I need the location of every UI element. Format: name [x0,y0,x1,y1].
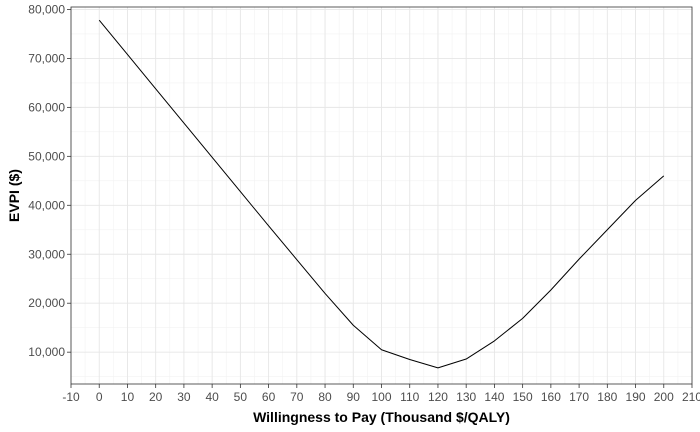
x-tick-label: 160 [541,390,561,404]
y-tick-label: 50,000 [28,149,65,163]
y-tick-label: 40,000 [28,198,65,212]
x-tick-label: 130 [456,390,476,404]
x-tick-label: 110 [400,390,419,404]
x-tick-label: 80 [318,390,332,404]
x-tick-label: 180 [597,390,617,404]
x-tick-label: 170 [569,390,589,404]
x-tick-label: 10 [121,390,135,404]
y-tick-label: 10,000 [28,345,65,359]
x-tick-label: 120 [428,390,448,404]
series-line-0 [98,19,665,369]
x-axis: -10 0 10 20 30 40 50 60 70 80 90 100 110 120 130 140 150… [62,384,700,404]
x-tick-label: 30 [177,390,191,404]
x-tick-label: 70 [290,390,304,404]
y-tick-label: 80,000 [28,2,65,16]
x-tick-label: 100 [371,390,391,404]
x-tick-label: 50 [234,390,248,404]
y-tick-label: 20,000 [28,296,65,310]
x-tick-label: 190 [626,390,646,404]
x-axis-title: Willingness to Pay (Thousand $/QALY) [253,409,510,425]
x-tick-label: 90 [347,390,361,404]
series-layer [98,19,665,369]
x-tick-label: -10 [62,390,80,404]
x-tick-label: 210 [682,390,700,404]
y-axis: 10,000 20,000 30,000 40,000 50,000 60,000 70,0… [28,2,71,359]
x-tick-label: 20 [149,390,163,404]
x-tick-label: 60 [262,390,276,404]
x-tick-label: 150 [513,390,533,404]
y-tick-label: 30,000 [28,247,65,261]
x-tick-label: 0 [96,390,103,404]
y-tick-label: 60,000 [28,100,65,114]
x-tick-label: 40 [205,390,219,404]
y-axis-title: EVPI ($) [6,169,22,222]
x-tick-label: 200 [654,390,674,404]
y-tick-label: 70,000 [28,51,65,65]
x-tick-label: 140 [484,390,504,404]
grid-lines [70,7,693,384]
